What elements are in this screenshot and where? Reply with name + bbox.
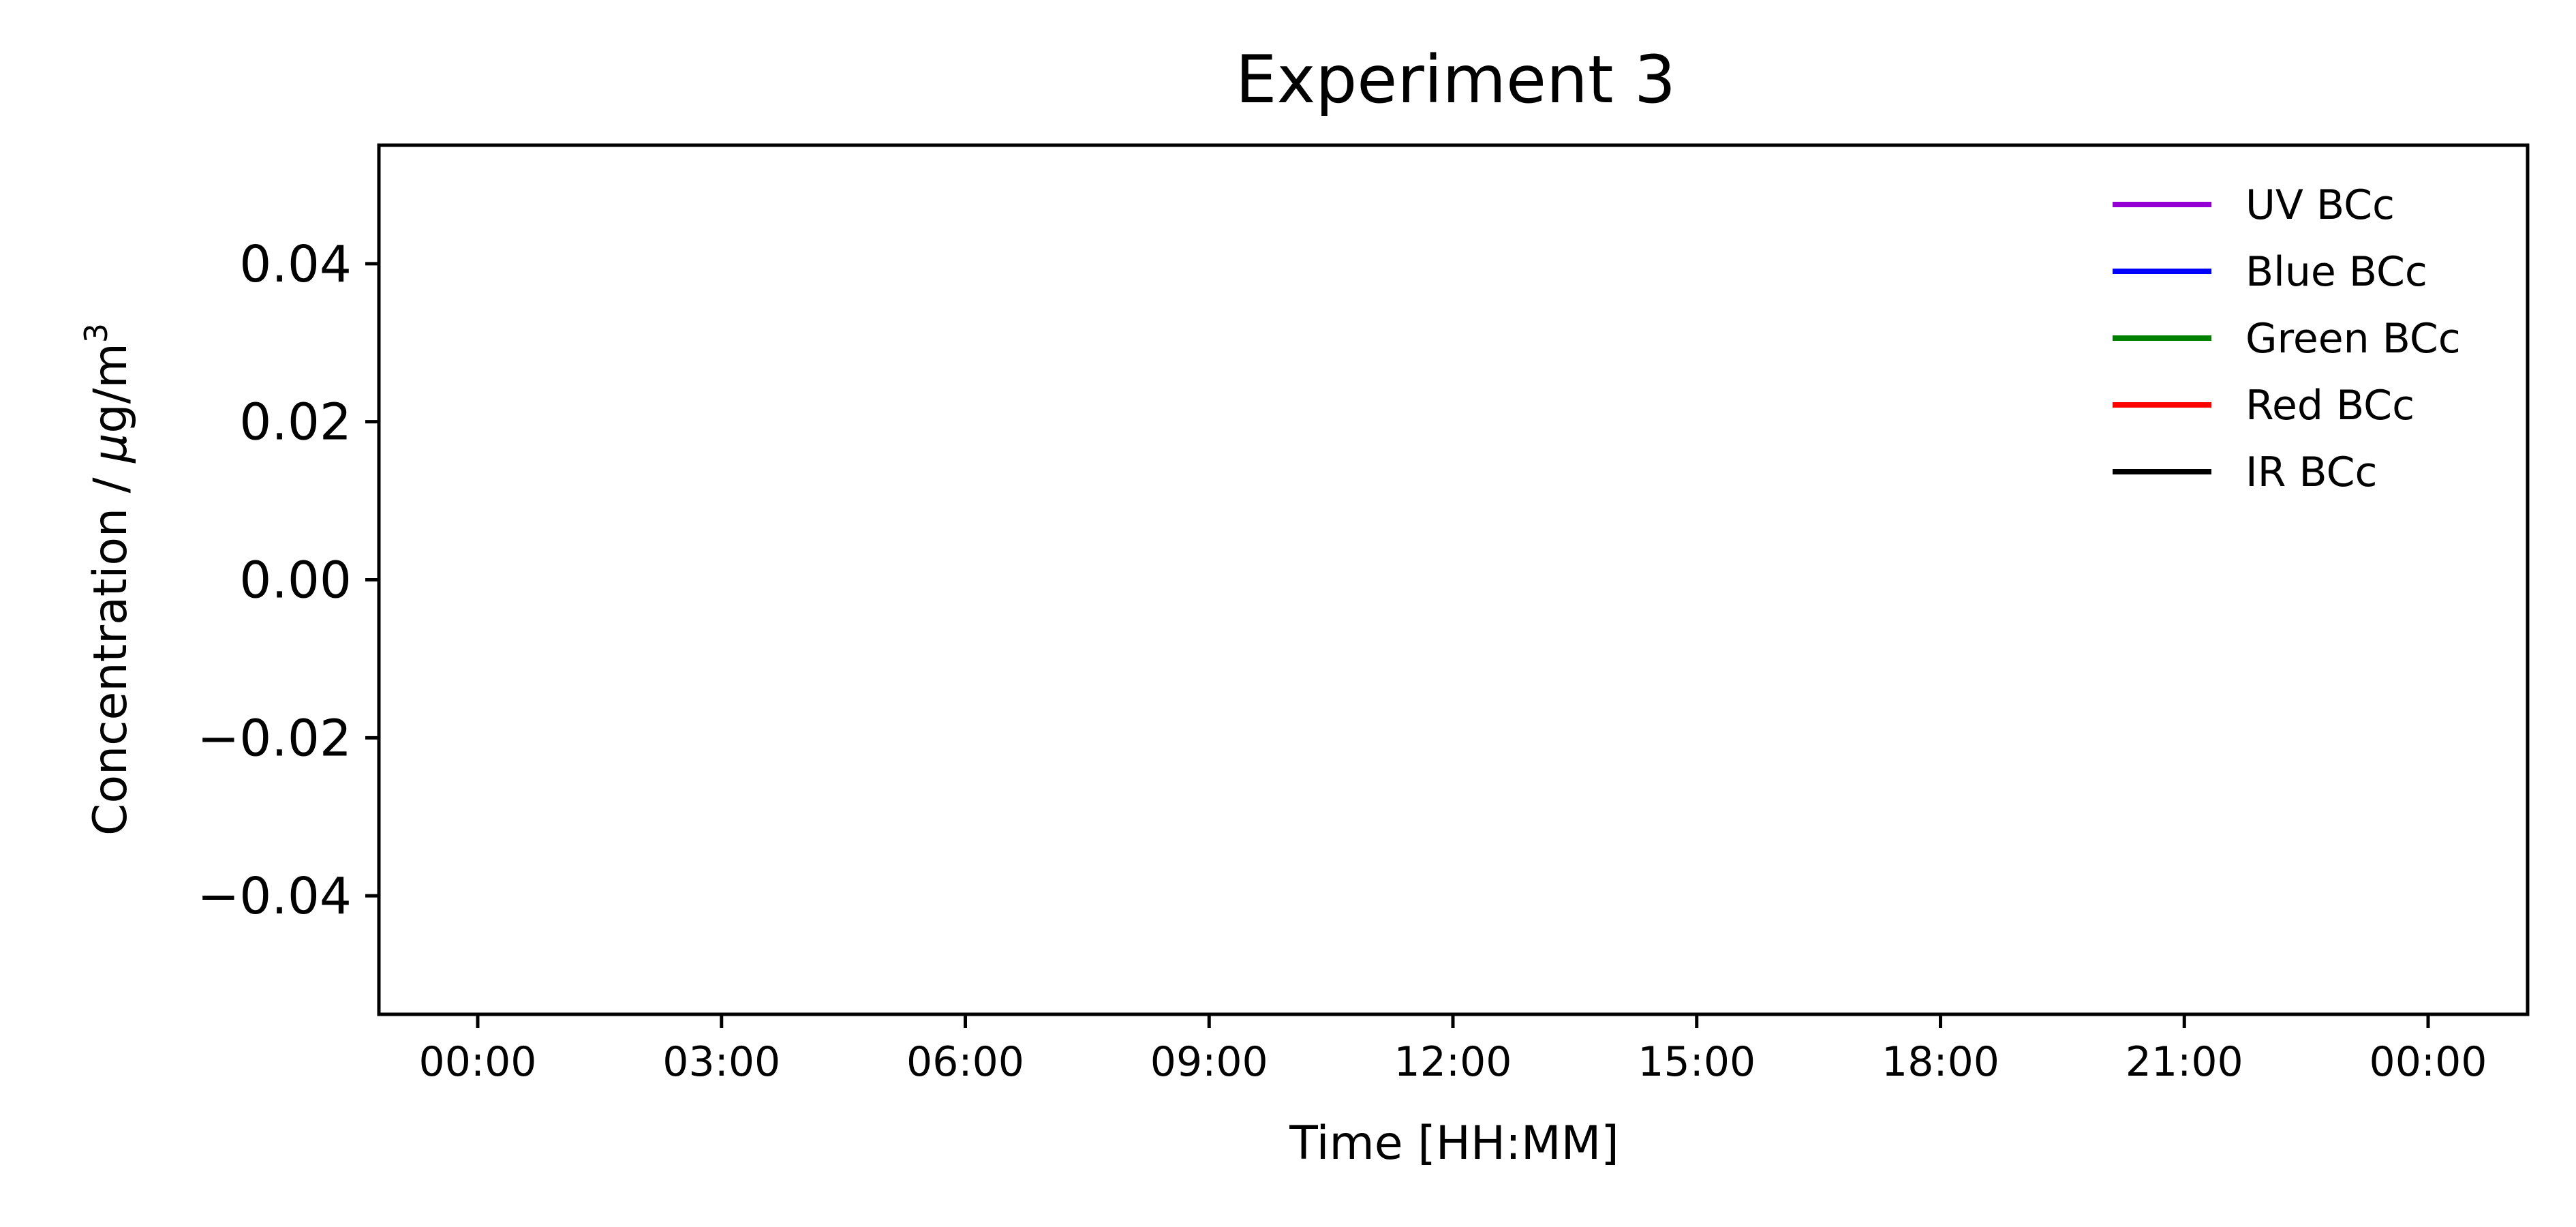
y-tick-label: 0.04 xyxy=(239,235,352,294)
x-tick-label: 18:00 xyxy=(1882,1038,1999,1086)
x-axis: 00:00 03:00 06:00 09:00 12:00 15:00 18:00 21:00… xyxy=(419,1014,2487,1086)
y-tick-label: −0.04 xyxy=(197,867,352,926)
legend-label: UV BCc xyxy=(2245,181,2395,229)
y-axis: 0.04 0.02 0.00 −0.02 −0.04 xyxy=(197,235,379,926)
y-tick-label: 0.02 xyxy=(239,393,352,452)
y-tick-label: 0.00 xyxy=(239,551,352,610)
y-axis-label-main: Concentration / xyxy=(84,463,138,836)
x-axis-label: Time [HH:MM] xyxy=(1289,1117,1619,1170)
y-axis-label-unit: g/m xyxy=(84,343,138,433)
chart-title: Experiment 3 xyxy=(1236,42,1676,118)
x-tick-label: 06:00 xyxy=(906,1038,1024,1086)
x-tick-label: 12:00 xyxy=(1394,1038,1512,1086)
legend-label: IR BCc xyxy=(2245,449,2377,496)
x-tick-label: 09:00 xyxy=(1150,1038,1268,1086)
y-axis-label: Concentration / μg/m3 xyxy=(78,323,138,836)
legend-label: Blue BCc xyxy=(2245,248,2427,296)
x-tick-label: 21:00 xyxy=(2126,1038,2243,1086)
legend-label: Red BCc xyxy=(2245,382,2414,429)
x-tick-label: 15:00 xyxy=(1638,1038,1755,1086)
legend-label: Green BCc xyxy=(2245,315,2461,363)
y-tick-label: −0.02 xyxy=(197,709,352,768)
x-tick-label: 00:00 xyxy=(419,1038,537,1086)
x-tick-label: 03:00 xyxy=(662,1038,780,1086)
legend: UV BCc Blue BCc Green BCc Red BCc IR BCc xyxy=(2113,181,2461,496)
x-tick-label: 00:00 xyxy=(2370,1038,2487,1086)
y-axis-label-mu: μ xyxy=(84,434,138,464)
y-axis-label-superscript: 3 xyxy=(78,323,114,343)
